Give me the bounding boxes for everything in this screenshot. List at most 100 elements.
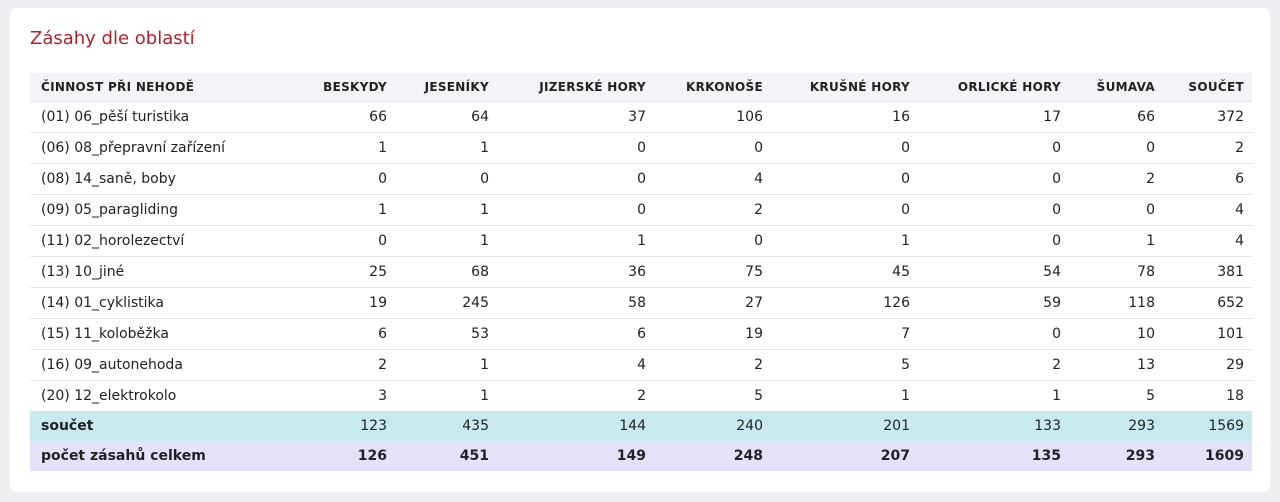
- cell: 29: [1163, 349, 1252, 381]
- table-body: (01) 06_pěší turistika 66 64 37 106 16 17 66 372…: [30, 101, 1252, 471]
- cell: 0: [497, 194, 654, 226]
- table-row: (15) 11_koloběžka 6 53 6 19 7 0 10 101: [30, 318, 1252, 350]
- cell: 1: [395, 194, 497, 226]
- cell: 381: [1163, 256, 1252, 288]
- cell: 0: [918, 225, 1069, 257]
- cell: 16: [771, 101, 918, 133]
- cell: 435: [395, 411, 497, 441]
- column-header: JESENÍKY: [395, 73, 497, 102]
- cell: 13: [1069, 349, 1163, 381]
- cell: 1: [395, 380, 497, 411]
- cell: 245: [395, 287, 497, 319]
- column-header: KRUŠNÉ HORY: [771, 73, 918, 102]
- row-label: (20) 12_elektrokolo: [30, 380, 290, 411]
- cell: 293: [1069, 441, 1163, 471]
- cell: 106: [654, 101, 771, 133]
- cell: 0: [497, 132, 654, 164]
- column-header: ŠUMAVA: [1069, 73, 1163, 102]
- table-row: (13) 10_jiné 25 68 36 75 45 54 78 381: [30, 256, 1252, 288]
- table-head: ČINNOST PŘI NEHODĚ BESKYDY JESENÍKY JIZERSK…: [30, 73, 1252, 102]
- cell: 2: [497, 380, 654, 411]
- cell: 6: [1163, 163, 1252, 195]
- cell: 5: [771, 349, 918, 381]
- table-row: (09) 05_paragliding 1 1 0 2 0 0 0 4: [30, 194, 1252, 226]
- cell: 118: [1069, 287, 1163, 319]
- cell: 53: [395, 318, 497, 350]
- row-label: (01) 06_pěší turistika: [30, 101, 290, 133]
- cell: 75: [654, 256, 771, 288]
- cell: 18: [1163, 380, 1252, 411]
- cell: 5: [1069, 380, 1163, 411]
- cell: 3: [290, 380, 395, 411]
- cell: 4: [497, 349, 654, 381]
- cell: 1: [771, 225, 918, 257]
- cell: 59: [918, 287, 1069, 319]
- cell: 4: [1163, 194, 1252, 226]
- table-row: (08) 14_saně, boby 0 0 0 4 0 0 2 6: [30, 163, 1252, 195]
- cell: 1: [497, 225, 654, 257]
- cell: 652: [1163, 287, 1252, 319]
- cell: 58: [497, 287, 654, 319]
- cell: 27: [654, 287, 771, 319]
- cell: 123: [290, 411, 395, 441]
- cell: 1: [395, 132, 497, 164]
- table-row: (20) 12_elektrokolo 3 1 2 5 1 1 5 18: [30, 380, 1252, 411]
- cell: 126: [290, 441, 395, 471]
- table-row: (14) 01_cyklistika 19 245 58 27 126 59 118 652: [30, 287, 1252, 319]
- cell: 0: [497, 163, 654, 195]
- cell: 2: [290, 349, 395, 381]
- cell: 36: [497, 256, 654, 288]
- cell: 372: [1163, 101, 1252, 133]
- cell: 4: [654, 163, 771, 195]
- cell: 248: [654, 441, 771, 471]
- data-table: ČINNOST PŘI NEHODĚ BESKYDY JESENÍKY JIZERSK…: [30, 73, 1252, 471]
- cell: 7: [771, 318, 918, 350]
- column-header: JIZERSKÉ HORY: [497, 73, 654, 102]
- row-label: počet zásahů celkem: [30, 441, 290, 471]
- column-header: ČINNOST PŘI NEHODĚ: [30, 73, 290, 102]
- column-header: KRKONOŠE: [654, 73, 771, 102]
- cell: 78: [1069, 256, 1163, 288]
- column-header: BESKYDY: [290, 73, 395, 102]
- cell: 64: [395, 101, 497, 133]
- cell: 2: [654, 349, 771, 381]
- cell: 1: [395, 225, 497, 257]
- cell: 0: [290, 163, 395, 195]
- row-label: (11) 02_horolezectví: [30, 225, 290, 257]
- cell: 0: [918, 194, 1069, 226]
- sum-row: součet 123 435 144 240 201 133 293 1569: [30, 411, 1252, 441]
- cell: 17: [918, 101, 1069, 133]
- table-row: (11) 02_horolezectví 0 1 1 0 1 0 1 4: [30, 225, 1252, 257]
- cell: 66: [1069, 101, 1163, 133]
- row-label: (06) 08_přepravní zařízení: [30, 132, 290, 164]
- table-row: (16) 09_autonehoda 2 1 4 2 5 2 13 29: [30, 349, 1252, 381]
- cell: 0: [654, 132, 771, 164]
- cell: 2: [1069, 163, 1163, 195]
- cell: 37: [497, 101, 654, 133]
- row-label: součet: [30, 411, 290, 441]
- cell: 0: [395, 163, 497, 195]
- cell: 0: [918, 132, 1069, 164]
- cell: 4: [1163, 225, 1252, 257]
- cell: 149: [497, 441, 654, 471]
- cell: 135: [918, 441, 1069, 471]
- cell: 0: [1069, 132, 1163, 164]
- cell: 144: [497, 411, 654, 441]
- cell: 133: [918, 411, 1069, 441]
- cell: 0: [918, 163, 1069, 195]
- row-label: (08) 14_saně, boby: [30, 163, 290, 195]
- total-row: počet zásahů celkem 126 451 149 248 207 135 293…: [30, 441, 1252, 471]
- header-row: ČINNOST PŘI NEHODĚ BESKYDY JESENÍKY JIZERSK…: [30, 73, 1252, 102]
- cell: 54: [918, 256, 1069, 288]
- cell: 10: [1069, 318, 1163, 350]
- cell: 0: [771, 194, 918, 226]
- column-header: SOUČET: [1163, 73, 1252, 102]
- cell: 19: [290, 287, 395, 319]
- cell: 1569: [1163, 411, 1252, 441]
- cell: 19: [654, 318, 771, 350]
- cell: 207: [771, 441, 918, 471]
- cell: 2: [918, 349, 1069, 381]
- row-label: (14) 01_cyklistika: [30, 287, 290, 319]
- cell: 201: [771, 411, 918, 441]
- cell: 2: [654, 194, 771, 226]
